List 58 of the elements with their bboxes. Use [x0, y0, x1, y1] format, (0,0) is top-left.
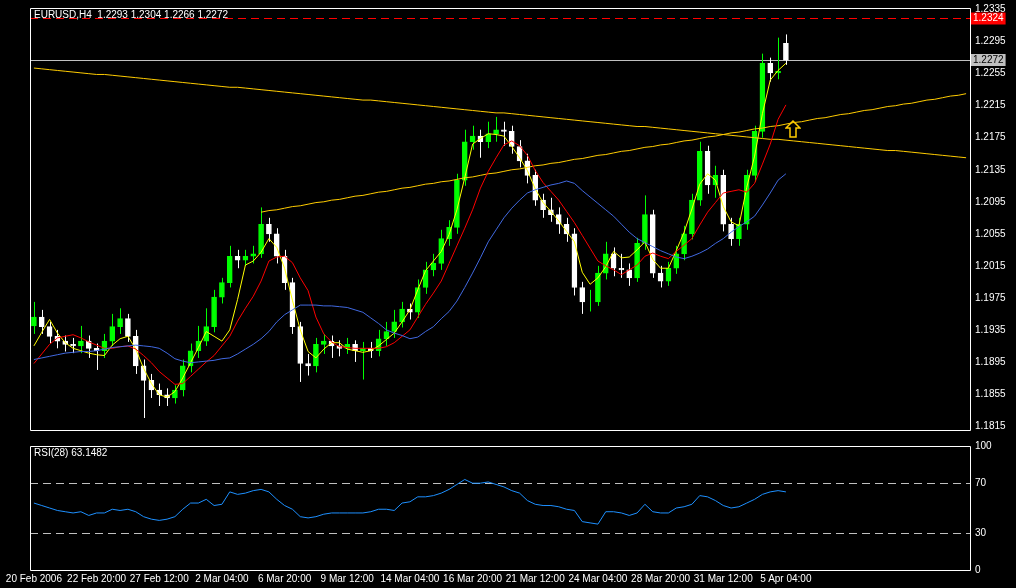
candlestick	[78, 325, 84, 354]
x-tick-label: 24 Mar 04:00	[568, 572, 628, 584]
x-tick-label: 21 Mar 12:00	[505, 572, 566, 584]
y-tick-label: 1.2175	[975, 131, 1007, 143]
y-tick-label: 1.1895	[975, 355, 1007, 367]
x-tick-label: 14 Mar 04:00	[380, 572, 440, 584]
x-tick-label: 9 Mar 12:00	[320, 572, 375, 584]
candlestick	[234, 249, 241, 269]
y-tick-label: 70	[975, 476, 987, 488]
x-tick-label: 31 Mar 12:00	[693, 572, 754, 584]
x-tick-label: 28 Mar 20:00	[631, 572, 691, 584]
candlestick	[626, 262, 633, 287]
x-tick-label: 6 Mar 20:00	[257, 572, 312, 584]
x-tick-label: 2 Mar 04:00	[195, 572, 250, 584]
y-tick-label: 1.1975	[975, 291, 1007, 303]
y-tick-label: 1.2095	[975, 195, 1007, 207]
candlestick	[493, 116, 499, 143]
candlestick	[219, 277, 225, 304]
chart-title: EURUSD,H4 1.2293 1.2304 1.2266 1.2272	[34, 8, 229, 20]
x-tick-label: 27 Feb 12:00	[129, 572, 190, 584]
y-tick-label: 1.1935	[975, 323, 1007, 335]
y-tick-label: 1.2135	[975, 163, 1007, 175]
y-tick-label: 100	[975, 439, 993, 451]
y-tick-label: 1.2255	[975, 67, 1007, 79]
x-tick-label: 20 Feb 2006	[5, 572, 63, 584]
y-tick-label: 1.1815	[975, 419, 1007, 431]
ref-line-label: 1.2272	[973, 53, 1005, 65]
candlestick	[109, 313, 116, 347]
candlestick	[266, 217, 272, 243]
candlestick	[414, 278, 421, 319]
y-tick-label: 1.2335	[975, 3, 1007, 15]
ref-line-label: 1.2324	[973, 12, 1005, 24]
x-tick-label: 5 Apr 04:00	[760, 572, 812, 584]
candlestick	[117, 307, 123, 335]
y-tick-label: 1.2295	[975, 35, 1007, 47]
candlestick	[38, 309, 45, 335]
candlestick	[783, 33, 789, 66]
y-tick-label: 1.2055	[975, 227, 1007, 239]
y-tick-label: 1.2215	[975, 99, 1007, 111]
candlestick	[305, 353, 311, 377]
candlestick	[360, 341, 366, 381]
x-tick-label: 16 Mar 20:00	[443, 572, 503, 584]
candlestick	[125, 313, 131, 343]
candlestick	[313, 337, 319, 373]
x-tick-label: 22 Feb 20:00	[67, 572, 127, 584]
candlestick	[438, 229, 445, 271]
candlestick	[501, 121, 507, 147]
candlestick	[31, 301, 37, 335]
y-tick-label: 1.2015	[975, 259, 1007, 271]
candlestick	[399, 301, 405, 328]
candlestick	[579, 281, 586, 315]
y-tick-label: 0	[975, 563, 981, 575]
y-tick-label: 30	[975, 526, 987, 538]
candlestick	[391, 309, 398, 339]
y-tick-label: 1.1855	[975, 387, 1007, 399]
candlestick	[46, 321, 53, 345]
chart-title: RSI(28) 63.1482	[34, 446, 108, 458]
candlestick	[203, 307, 210, 347]
